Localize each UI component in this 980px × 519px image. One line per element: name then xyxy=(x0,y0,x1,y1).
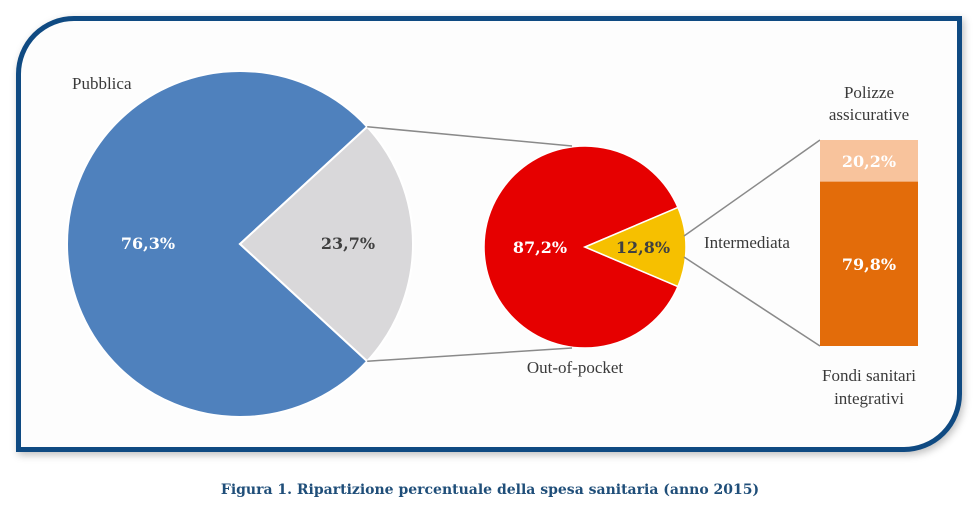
value-label-out-of-pocket: 87,2% xyxy=(513,238,567,257)
value-label-intermediata: 12,8% xyxy=(616,238,670,257)
label-intermediata: Intermediata xyxy=(704,233,790,252)
bar-connector-bottom xyxy=(683,256,821,347)
label-fondi-line2: integrativi xyxy=(834,389,904,408)
label-out-of-pocket: Out-of-pocket xyxy=(527,358,624,377)
pie-slice-intermediata xyxy=(583,206,687,288)
label-fondi-line1: Fondi sanitari xyxy=(822,366,916,385)
label-polizze-line1: Polizze xyxy=(844,83,894,102)
label-polizze-line2: assicurative xyxy=(829,105,909,124)
value-label-polizze: 20,2% xyxy=(842,152,896,171)
bar-connector-top xyxy=(683,139,821,237)
pie-slice-out-of-pocket xyxy=(483,145,679,349)
connector-line-top xyxy=(367,126,573,147)
pie-slice-private xyxy=(238,125,414,363)
pie-slice-pubblica xyxy=(66,70,369,418)
bar-segment-polizze xyxy=(820,140,918,182)
connector-line-bottom xyxy=(367,347,573,362)
value-label-private: 23,7% xyxy=(321,234,375,253)
value-label-pubblica: 76,3% xyxy=(121,234,175,253)
bar-segment-fondi xyxy=(820,181,918,346)
figure-caption: Figura 1. Ripartizione percentuale della… xyxy=(220,482,760,498)
value-label-fondi: 79,8% xyxy=(842,255,896,274)
label-pubblica: Pubblica xyxy=(72,74,132,93)
